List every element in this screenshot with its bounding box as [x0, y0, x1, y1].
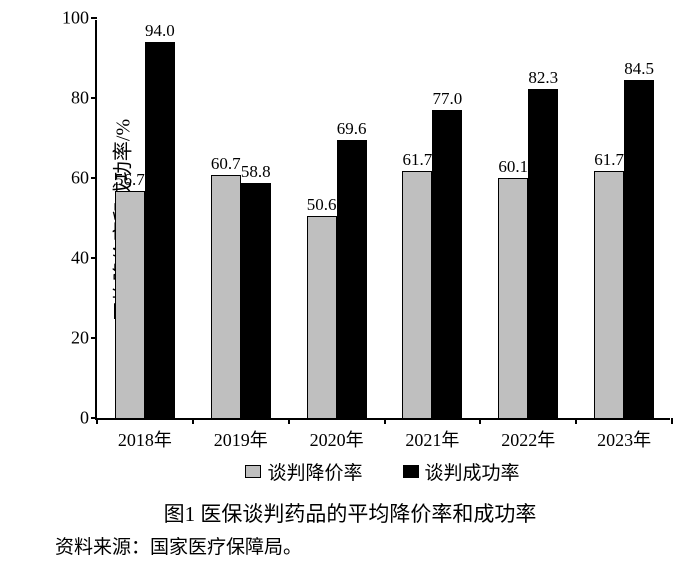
- x-tick-mark: [288, 418, 290, 424]
- bar-series-a: 61.7: [594, 171, 624, 418]
- bar-series-b: 69.6: [337, 140, 367, 418]
- bar-value-label: 58.8: [241, 162, 271, 184]
- bar-group: 60.182.3: [498, 89, 558, 418]
- bar-value-label: 84.5: [624, 59, 654, 81]
- legend-item: 谈判成功率: [403, 458, 520, 485]
- bar-series-b: 82.3: [528, 89, 558, 418]
- x-category-label: 2021年: [405, 418, 459, 452]
- bar-value-label: 56.7: [115, 170, 145, 192]
- bar-series-a: 60.1: [498, 178, 528, 418]
- bar-group: 50.669.6: [307, 140, 367, 418]
- legend-label: 谈判成功率: [425, 458, 520, 485]
- x-category-label: 2023年: [597, 418, 651, 452]
- bar-value-label: 61.7: [403, 150, 433, 172]
- chart-container: 平均降价率和成功率/% 02040608010056.794.02018年60.…: [0, 0, 700, 579]
- bar-series-b: 77.0: [432, 110, 462, 418]
- x-tick-mark: [575, 418, 577, 424]
- bar-group: 60.758.8: [211, 175, 271, 418]
- legend-swatch: [403, 465, 419, 478]
- bar-series-a: 50.6: [307, 216, 337, 418]
- bar-series-a: 56.7: [115, 191, 145, 418]
- y-tick-mark: [91, 337, 97, 339]
- legend-item: 谈判降价率: [245, 458, 362, 485]
- x-tick-mark: [192, 418, 194, 424]
- x-category-label: 2019年: [214, 418, 268, 452]
- bar-value-label: 69.6: [337, 119, 367, 141]
- x-tick-mark: [384, 418, 386, 424]
- x-category-label: 2020年: [310, 418, 364, 452]
- x-category-label: 2022年: [501, 418, 555, 452]
- bar-group: 61.784.5: [594, 80, 654, 418]
- bar-series-b: 84.5: [624, 80, 654, 418]
- x-tick-mark: [479, 418, 481, 424]
- plot-area: 02040608010056.794.02018年60.758.82019年50…: [95, 20, 670, 420]
- y-tick-mark: [91, 177, 97, 179]
- y-tick-mark: [91, 97, 97, 99]
- legend: 谈判降价率 谈判成功率: [95, 458, 670, 485]
- chart-caption: 图1 医保谈判药品的平均降价率和成功率: [0, 498, 700, 528]
- bar-value-label: 61.7: [594, 150, 624, 172]
- bar-value-label: 60.1: [498, 157, 528, 179]
- x-tick-mark: [96, 418, 98, 424]
- bar-group: 56.794.0: [115, 42, 175, 418]
- bar-value-label: 50.6: [307, 195, 337, 217]
- bar-value-label: 77.0: [433, 89, 463, 111]
- chart-source: 资料来源：国家医疗保障局。: [55, 532, 302, 559]
- legend-label: 谈判降价率: [267, 458, 362, 485]
- y-tick-mark: [91, 17, 97, 19]
- bar-value-label: 60.7: [211, 154, 241, 176]
- legend-swatch: [245, 465, 261, 478]
- bar-group: 61.777.0: [402, 110, 462, 418]
- bar-series-b: 58.8: [241, 183, 271, 418]
- x-category-label: 2018年: [118, 418, 172, 452]
- bar-value-label: 94.0: [145, 21, 175, 43]
- bar-series-a: 60.7: [211, 175, 241, 418]
- bar-series-a: 61.7: [402, 171, 432, 418]
- bar-value-label: 82.3: [528, 68, 558, 90]
- y-tick-mark: [91, 257, 97, 259]
- x-tick-mark: [671, 418, 673, 424]
- bar-series-b: 94.0: [145, 42, 175, 418]
